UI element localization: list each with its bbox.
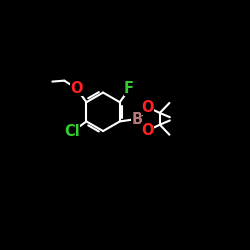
Text: B: B — [131, 112, 142, 127]
Text: O: O — [141, 122, 154, 138]
Text: F: F — [124, 81, 134, 96]
Text: O: O — [70, 81, 83, 96]
Text: Cl: Cl — [64, 124, 80, 138]
Text: O: O — [141, 100, 154, 115]
